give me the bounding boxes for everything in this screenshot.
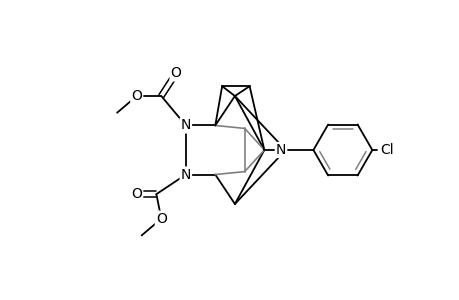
Text: O: O <box>156 212 166 226</box>
Text: N: N <box>275 143 285 157</box>
Text: N: N <box>180 167 190 182</box>
Text: O: O <box>170 66 181 80</box>
Text: Cl: Cl <box>380 143 393 157</box>
Text: O: O <box>131 89 142 103</box>
Text: N: N <box>180 118 190 133</box>
Text: O: O <box>131 187 142 201</box>
